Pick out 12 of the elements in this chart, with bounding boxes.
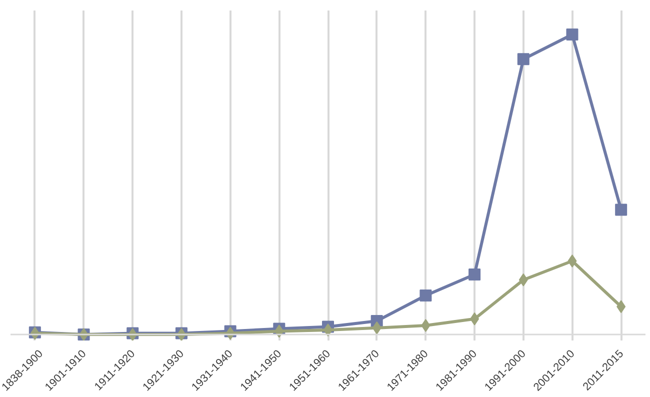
point: [616, 300, 626, 314]
point: [518, 273, 528, 286]
point: [421, 319, 430, 332]
point: [517, 53, 530, 66]
point: [566, 28, 578, 40]
point: [615, 204, 628, 216]
point: [468, 268, 481, 280]
point: [568, 254, 577, 268]
point: [274, 324, 284, 338]
point: [420, 290, 432, 302]
point: [372, 321, 382, 334]
point: [470, 312, 480, 326]
